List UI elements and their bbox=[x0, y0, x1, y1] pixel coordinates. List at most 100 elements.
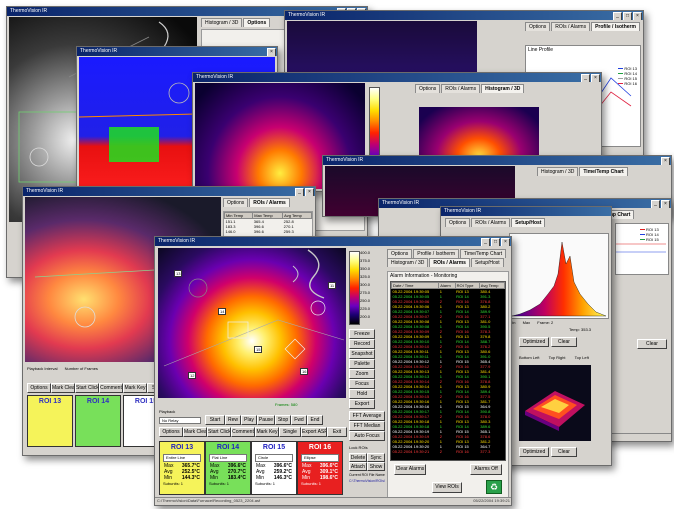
thermal-image-main[interactable]: 13 14 15 16 12 11 bbox=[158, 248, 346, 398]
alarm-log-row[interactable]: 05.22.2004 19:39:17 1 ROI 14 390.8 bbox=[392, 409, 505, 414]
show-roi-button[interactable]: Show bbox=[367, 462, 385, 471]
minimize-icon[interactable]: _ bbox=[481, 238, 490, 246]
alarm-log-row[interactable]: 05.22.2004 19:39:06 2 ROI 16 376.8 bbox=[392, 299, 505, 304]
window-titlebar[interactable]: ThermoVision IR × bbox=[323, 156, 671, 165]
maximize-icon[interactable]: □ bbox=[623, 12, 632, 20]
btn-pause[interactable]: Pause bbox=[257, 415, 275, 425]
alarm-log-row[interactable]: 05.22.2004 19:39:11 1 ROI 13 380.6 bbox=[392, 349, 505, 354]
tab-options[interactable]: Options bbox=[243, 18, 271, 27]
histogram-chart[interactable] bbox=[509, 233, 609, 319]
alarm-log-row[interactable]: 05.22.2004 19:39:18 1 ROI 13 380.3 bbox=[392, 419, 505, 424]
tab-time-chart[interactable]: Time/Temp Chart bbox=[579, 167, 628, 176]
alarm-log-row[interactable]: 05.22.2004 19:39:17 2 ROI 16 378.0 bbox=[392, 414, 505, 419]
alarm-log-row[interactable]: 05.22.2004 19:39:19 1 ROI 15 365.1 bbox=[392, 429, 505, 434]
close-icon[interactable]: × bbox=[661, 157, 670, 165]
hist-bottom-clear[interactable]: Clear bbox=[551, 447, 577, 457]
roi-marker[interactable]: 15 bbox=[254, 346, 263, 353]
btn-exit[interactable]: Exit bbox=[327, 427, 347, 437]
btn-fwd[interactable]: Fwd bbox=[291, 415, 307, 425]
3d-view[interactable] bbox=[519, 365, 591, 441]
back-roi-14[interactable]: ROI 14 bbox=[75, 395, 121, 447]
tab-options[interactable]: Options bbox=[445, 218, 471, 227]
zoom-button[interactable]: Zoom bbox=[349, 369, 375, 379]
view-rois-button[interactable]: View ROIs bbox=[432, 482, 462, 493]
playback-mode[interactable]: No Relay bbox=[159, 417, 201, 424]
window-titlebar[interactable]: ThermoVision IR _□× bbox=[155, 237, 511, 246]
alarm-log-row[interactable]: 05.22.2004 19:39:19 2 ROI 16 378.6 bbox=[392, 434, 505, 439]
tab-setup[interactable]: Setup/Host bbox=[470, 258, 504, 267]
snapshot-button[interactable]: Snapshot bbox=[349, 349, 375, 359]
alarm-log-row[interactable]: 05.22.2004 19:39:21 2 ROI 16 377.3 bbox=[392, 449, 505, 454]
close-icon[interactable]: × bbox=[501, 238, 510, 246]
alarm-log-row[interactable]: 05.22.2004 19:39:07 1 ROI 14 389.9 bbox=[392, 309, 505, 314]
freeze-button[interactable]: Freeze bbox=[349, 329, 375, 339]
back-roi-13[interactable]: ROI 13 bbox=[27, 395, 73, 447]
alarm-log-row[interactable]: 05.22.2004 19:39:16 1 ROI 13 381.7 bbox=[392, 399, 505, 404]
hold-button[interactable]: Hold bbox=[349, 389, 375, 399]
alarm-log-row[interactable]: 05.22.2004 19:39:10 2 ROI 16 376.2 bbox=[392, 344, 505, 349]
btn-single[interactable]: Single bbox=[279, 427, 301, 437]
close-icon[interactable]: × bbox=[305, 188, 314, 196]
btn-comment[interactable]: Comment bbox=[231, 427, 255, 437]
alarm-log-row[interactable]: 05.22.2004 19:39:05 1 ROI 14 391.3 bbox=[392, 294, 505, 299]
back-btn-start[interactable]: Start Click bbox=[75, 383, 99, 393]
tab-time-chart[interactable]: Time/Temp Chart bbox=[460, 249, 507, 258]
alarm-log-row[interactable]: 05.22.2004 19:39:14 2 ROI 16 378.8 bbox=[392, 379, 505, 384]
btn-play[interactable]: Play bbox=[241, 415, 257, 425]
tab-roi-alarms[interactable]: ROIs / Alarms bbox=[429, 258, 470, 267]
roi-13-panel[interactable]: ROI 13 Entire Line Max 365.7°C Avg 252.5°C… bbox=[159, 441, 205, 495]
delete-roi-button[interactable]: Delete bbox=[349, 453, 367, 462]
back-btn-options[interactable]: Options bbox=[27, 383, 51, 393]
maximize-icon[interactable]: □ bbox=[491, 238, 500, 246]
alarm-log-row[interactable]: 05.22.2004 19:39:15 1 ROI 14 389.4 bbox=[392, 389, 505, 394]
record-button[interactable]: Record bbox=[349, 339, 375, 349]
alarm-log-row[interactable]: 05.22.2004 19:39:16 1 ROI 15 364.9 bbox=[392, 404, 505, 409]
btn-end[interactable]: End bbox=[307, 415, 323, 425]
roi-file-path[interactable]: C:\ThermoVision\ROIs\Furnace.roi bbox=[349, 479, 385, 483]
export-button[interactable]: Export bbox=[349, 399, 375, 409]
alarm-log-list[interactable]: Date / Time Alarm ROI Type Avg Temp 05.22.2… bbox=[390, 281, 506, 461]
recycle-icon[interactable]: ♻ bbox=[486, 480, 502, 494]
window-titlebar[interactable]: ThermoVision IR bbox=[441, 207, 611, 216]
tab-options[interactable]: Options bbox=[525, 22, 551, 31]
alarm-log-row[interactable]: 05.22.2004 19:39:20 1 ROI 15 364.7 bbox=[392, 444, 505, 449]
alarms-off-button[interactable]: Alarms Off bbox=[470, 464, 502, 475]
alarm-log-row[interactable]: 05.22.2004 19:39:06 1 ROI 13 380.2 bbox=[392, 304, 505, 309]
hist-clear-button[interactable]: Clear bbox=[551, 337, 577, 347]
opt-bottom-left[interactable]: Bottom Left bbox=[519, 355, 540, 360]
back-btn-comment[interactable]: Comment bbox=[99, 383, 123, 393]
tab-roi-alarms[interactable]: ROIs / Alarms bbox=[471, 218, 511, 227]
btn-mark-clear[interactable]: Mark Clear bbox=[183, 427, 207, 437]
roi-marker[interactable]: 14 bbox=[218, 308, 227, 315]
alarm-log-row[interactable]: 05.22.2004 19:39:12 2 ROI 16 377.9 bbox=[392, 364, 505, 369]
btn-rew[interactable]: Rew bbox=[225, 415, 241, 425]
roi-15-mode[interactable]: Circle bbox=[255, 454, 293, 462]
tab-histogram[interactable]: Histogram / 3D bbox=[201, 18, 243, 27]
roi-marker[interactable]: 16 bbox=[300, 368, 309, 375]
clear-alarms-button[interactable]: Clear Alarms bbox=[394, 464, 426, 475]
palette-button[interactable]: Palette bbox=[349, 359, 375, 369]
minimize-icon[interactable]: _ bbox=[613, 12, 622, 20]
tab-histogram[interactable]: Histogram / 3D bbox=[387, 258, 429, 267]
attach-roi-button[interactable]: Attach bbox=[349, 462, 367, 471]
btn-mark-key[interactable]: Mark Key bbox=[255, 427, 279, 437]
auto-focus-button[interactable]: Auto Focus bbox=[349, 431, 385, 441]
tab-roi-alarms[interactable]: ROIs / Alarms bbox=[551, 22, 591, 31]
roi-14-mode[interactable]: Flat Line bbox=[209, 454, 247, 462]
alarm-log-row[interactable]: 05.22.2004 19:39:08 1 ROI 13 381.0 bbox=[392, 319, 505, 324]
fft-average-button[interactable]: FFT Average bbox=[349, 411, 385, 421]
roi-15-panel[interactable]: ROI 15 Circle Max 396.6°C Avg 259.2°C Min 1… bbox=[251, 441, 297, 495]
btn-options[interactable]: Options bbox=[159, 427, 183, 437]
roi-marker[interactable]: 11 bbox=[328, 282, 337, 289]
alarm-log-row[interactable]: 05.22.2004 19:39:07 2 ROI 16 377.1 bbox=[392, 314, 505, 319]
tab-profile[interactable]: Profile / Isotherm bbox=[591, 22, 640, 31]
close-icon[interactable]: × bbox=[633, 12, 642, 20]
roi-marker[interactable]: 13 bbox=[174, 270, 183, 277]
window-titlebar[interactable]: ThermoVision IR × bbox=[77, 47, 277, 56]
opt-top-right[interactable]: Top Right bbox=[548, 355, 566, 360]
right-edge-button[interactable]: Clear bbox=[637, 339, 667, 349]
alarm-log-row[interactable]: 05.22.2004 19:39:13 1 ROI 14 390.1 bbox=[392, 374, 505, 379]
minimize-icon[interactable]: _ bbox=[651, 200, 660, 208]
btn-export-asf[interactable]: Export ASF bbox=[301, 427, 327, 437]
tab-options[interactable]: Options bbox=[223, 198, 249, 207]
